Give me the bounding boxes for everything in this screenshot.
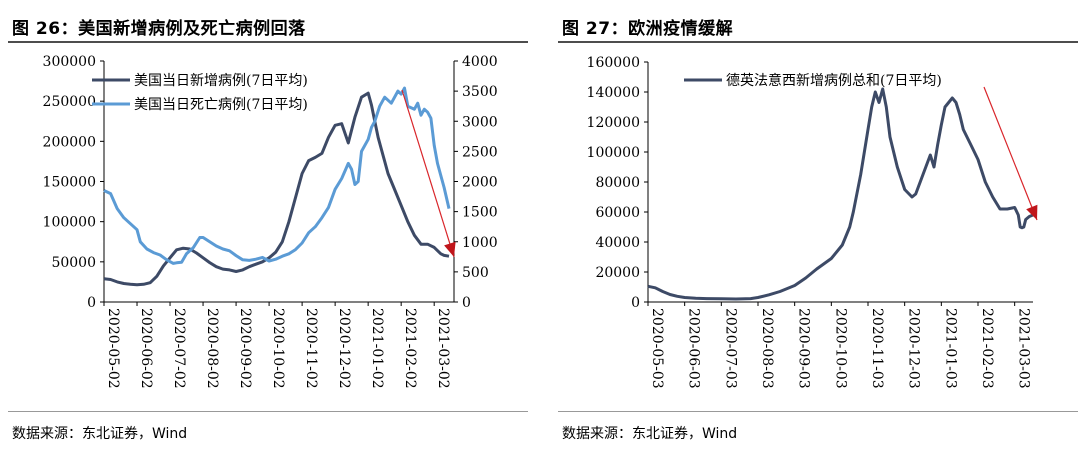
x-tick-label: 2020-06-02 [138,308,154,389]
x-tick-label: 2021-03-02 [435,308,451,389]
series-line-1 [647,87,1034,301]
y-tick-label-left: 200000 [43,134,96,150]
x-tick-label: 2021-02-02 [402,308,418,389]
x-tick-label: 2020-09-02 [237,308,253,389]
y-tick-label-left: 0 [631,295,640,311]
x-tick-label: 2020-11-03 [869,308,885,389]
x-tick-label: 2021-01-03 [942,308,958,389]
x-tick-label: 2021-03-03 [1016,308,1032,389]
y-tick-label-right: 0 [462,295,471,311]
legend-label: 美国当日死亡病例(7日平均) [134,97,308,113]
figure-26-bottom-rule [8,411,528,412]
y-tick-label-right: 4000 [462,54,498,70]
x-tick-label: 2020-10-02 [270,308,286,389]
figure-27-title-rule [558,41,1078,43]
figure-26-title-rule [8,41,528,43]
y-tick-label-right: 1000 [462,235,498,251]
y-tick-label-left: 20000 [595,265,640,281]
figure-26-panel: 图 26：美国新增病例及死亡病例回落 0 50000 100000 150000 200… [8,0,533,455]
y-tick-label-left: 100000 [43,215,96,231]
y-tick-label-left: 150000 [43,175,96,191]
figure-26-source: 数据来源：东北证券，Wind [12,426,188,442]
y-tick-label-right: 1500 [462,205,498,221]
x-tick-label: 2020-06-03 [686,308,702,389]
x-tick-label: 2020-10-03 [832,308,848,389]
x-tick-label: 2021-02-03 [979,308,995,389]
y-tick-label-left: 80000 [595,175,640,191]
y-tick-label-left: 120000 [587,115,640,131]
figure-27-source: 数据来源：东北证券，Wind [562,426,738,442]
x-tick-label: 2020-12-03 [906,308,922,389]
x-tick-label: 2020-07-03 [722,308,738,389]
figure-27-chart: 0 20000 40000 60000 80000 100000 120000 140000 1… [587,55,1038,389]
y-tick-label-left: 160000 [587,55,640,71]
y-tick-label-left: 100000 [587,145,640,161]
figure-27-title: 图 27：欧洲疫情缓解 [562,19,734,39]
trend-arrow-line [401,89,455,258]
y-tick-label-left: 140000 [587,85,640,101]
figure-27-panel: 图 27：欧洲疫情缓解 0 20000 40000 60000 80000 100000 1… [558,0,1080,455]
figure-27-bottom-rule [558,411,1078,412]
y-tick-label-left: 40000 [595,235,640,251]
y-tick-label-left: 300000 [43,54,96,70]
y-tick-label-right: 500 [462,265,489,281]
y-tick-label-right: 2500 [462,144,498,160]
x-tick-label: 2020-11-02 [303,308,319,389]
y-tick-label-right: 2000 [462,175,498,191]
x-tick-label: 2020-12-02 [336,308,352,389]
figure-26-chart: 0 50000 100000 150000 200000 250000 300000 0 500… [43,54,498,389]
trend-arrow-head [444,241,456,257]
y-tick-label-left: 60000 [595,205,640,221]
legend-label: 美国当日新增病例(7日平均) [134,73,308,89]
y-tick-label-left: 250000 [43,94,96,110]
y-tick-label-right: 3500 [462,84,498,100]
x-tick-label: 2020-08-02 [204,308,220,389]
trend-arrow-head [1026,204,1038,220]
x-tick-label: 2020-05-03 [649,308,665,389]
x-tick-label: 2020-05-02 [105,308,121,389]
x-tick-label: 2020-08-03 [759,308,775,389]
y-tick-label-left: 0 [87,295,96,311]
trend-arrow-line [983,86,1038,221]
y-tick-label-right: 3000 [462,114,498,130]
figure-26-title: 图 26：美国新增病例及死亡病例回落 [12,19,306,39]
x-tick-label: 2021-01-02 [369,308,385,389]
legend-label: 德英法意西新增病例总和(7日平均) [726,72,942,89]
series-line-1 [103,91,450,287]
x-tick-label: 2020-09-03 [796,308,812,389]
series-line-2 [103,86,451,265]
x-tick-label: 2020-07-02 [171,308,187,389]
y-tick-label-left: 50000 [51,255,96,271]
